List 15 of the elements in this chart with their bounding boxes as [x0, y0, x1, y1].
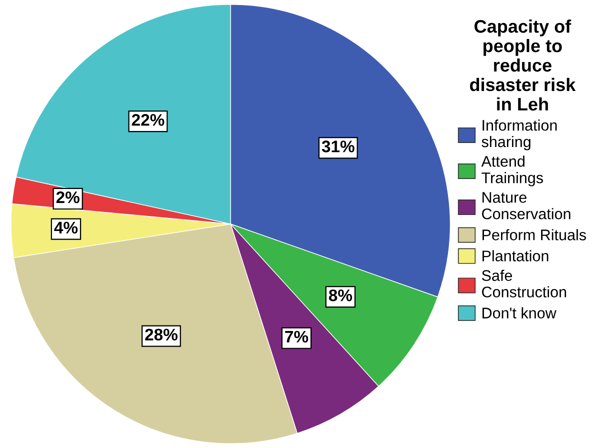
data-label: 4% — [54, 222, 78, 234]
data-label: 2% — [56, 191, 80, 204]
legend-label: Perform Rituals — [482, 229, 586, 240]
data-label: 7% — [285, 330, 308, 343]
legend-title: Capacity of people to reduce disaster risk in Leh — [470, 20, 576, 111]
data-label: 31% — [322, 140, 354, 152]
data-label: 28% — [145, 328, 178, 341]
legend-label: Don't know — [482, 307, 556, 318]
data-label: 22% — [132, 114, 164, 126]
legend-label: Safe Construction — [482, 270, 566, 298]
data-label: 8% — [328, 289, 352, 302]
legend-label: Nature Conservation — [482, 192, 570, 220]
legend-label: Attend Trainings — [481, 156, 543, 186]
legend-label: Plantation — [482, 250, 548, 262]
legend-label: Information sharing — [482, 120, 557, 150]
